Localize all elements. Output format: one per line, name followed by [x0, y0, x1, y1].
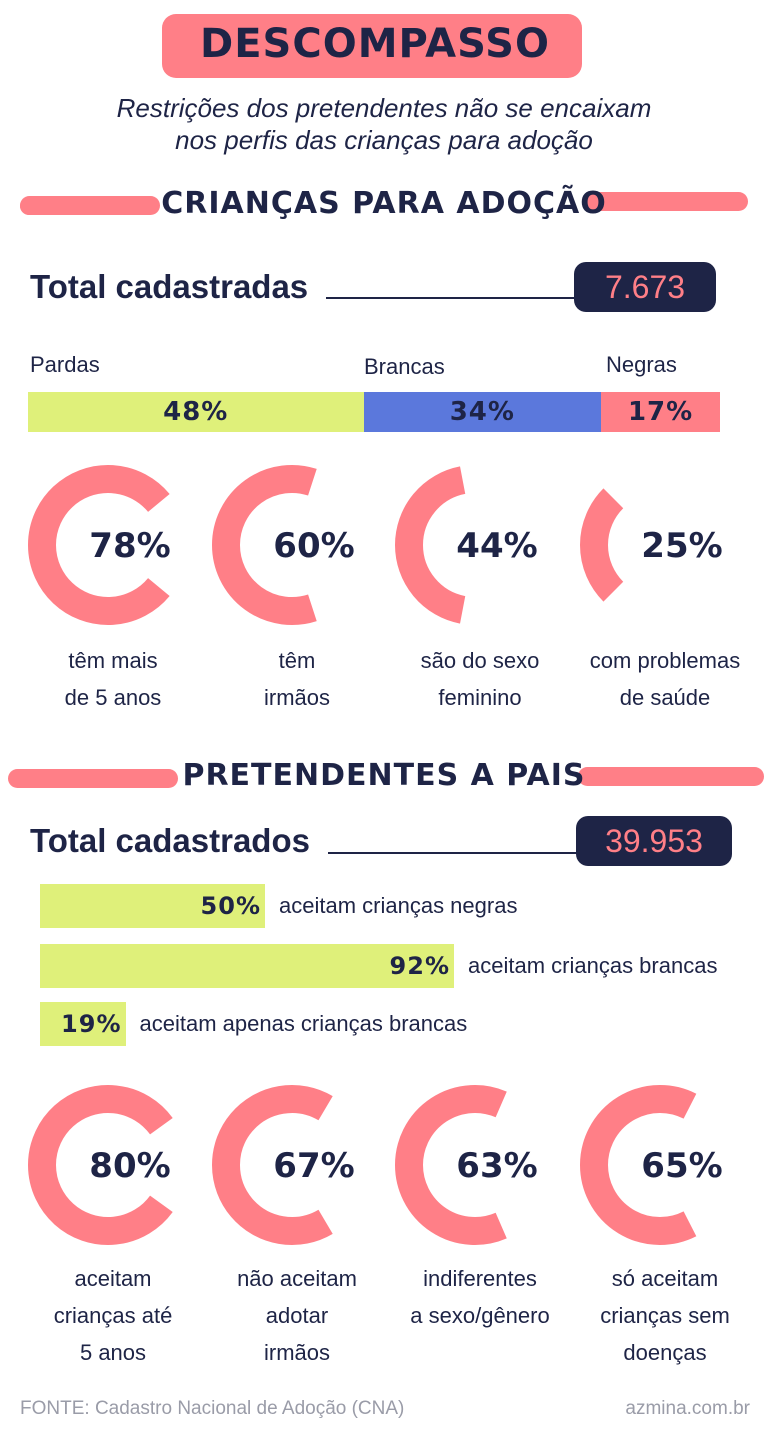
subtitle-line: Restrições dos pretendentes não se encai… — [116, 93, 652, 123]
title-brush — [162, 14, 582, 78]
caption-line: feminino — [438, 685, 522, 710]
bar: 50% — [40, 884, 265, 928]
caption-line: 5 anos — [79, 1340, 147, 1365]
donut-caption: têm irmãos — [202, 642, 392, 716]
caption-line: são do sexo — [420, 648, 540, 673]
caption-line: irmãos — [263, 685, 330, 710]
caption-line: de saúde — [619, 685, 711, 710]
donut-arc — [212, 1085, 333, 1245]
caption-line: doenças — [623, 1340, 707, 1365]
bar-segment-brancas: 34% — [363, 392, 602, 432]
donut-arc — [28, 465, 170, 625]
donut-value: 65% — [641, 1146, 722, 1186]
donut-value: 80% — [89, 1146, 170, 1186]
donut-value: 60% — [273, 526, 354, 566]
caption-line: aceitam — [74, 1266, 152, 1291]
heading-brush-left — [8, 769, 178, 788]
donut-caption: têm mais de 5 anos — [18, 642, 208, 716]
donut-value: 63% — [456, 1146, 537, 1186]
donut-arc — [580, 1085, 697, 1245]
site-credit: azmina.com.br — [625, 1398, 750, 1419]
category-label: Brancas — [364, 354, 445, 379]
title: DESCOMPASSO — [200, 21, 550, 67]
bar-segment-negras: 17% — [601, 392, 720, 432]
donut-caption: aceitam crianças até 5 anos — [18, 1260, 208, 1371]
parents-total-value: 39.953 — [576, 816, 732, 866]
caption-line: a sexo/gênero — [410, 1303, 550, 1328]
children-heading: CRIANÇAS PARA ADOÇÃO — [161, 186, 607, 221]
bar: 92% — [40, 944, 454, 988]
source-note: FONTE: Cadastro Nacional de Adoção (CNA) — [20, 1398, 405, 1419]
donut-value: 67% — [273, 1146, 354, 1186]
donut-arc — [212, 465, 317, 625]
donut-arc — [395, 1085, 507, 1245]
children-total-value: 7.673 — [574, 262, 716, 312]
donut-arc — [28, 1085, 173, 1245]
heading-brush-right — [578, 767, 764, 786]
parents-donuts: 80% 67% 63% 65% — [28, 1085, 723, 1245]
category-label: Negras — [606, 352, 677, 377]
donut-value: 44% — [456, 526, 537, 566]
donut-arc — [395, 466, 466, 624]
caption-line: não aceitam — [237, 1266, 357, 1291]
parents-total-label: Total cadastrados — [30, 822, 310, 859]
heading-brush-right — [582, 192, 748, 211]
heading-brush-left — [20, 196, 160, 215]
caption-line: de 5 anos — [64, 685, 162, 710]
caption-line: crianças até — [53, 1303, 173, 1328]
caption-line: só aceitam — [611, 1266, 719, 1291]
caption-line: indiferentes — [423, 1266, 537, 1291]
subtitle: Restrições dos pretendentes não se encai… — [0, 92, 768, 156]
bar: 19% — [40, 1002, 126, 1046]
subtitle-line: nos perfis das crianças para adoção — [175, 125, 593, 155]
parents-heading: PRETENDENTES A PAIS — [182, 758, 586, 793]
caption-line: irmãos — [263, 1340, 330, 1365]
bar-label: aceitam crianças brancas — [468, 953, 718, 978]
children-donuts: 78% 60% 44% 25% — [28, 465, 723, 625]
caption-line: crianças sem — [600, 1303, 730, 1328]
donut-caption: com problemas de saúde — [570, 642, 760, 716]
donut-caption: não aceitam adotar irmãos — [202, 1260, 392, 1371]
donut-caption: só aceitam crianças sem doenças — [570, 1260, 760, 1371]
donut-arc — [580, 488, 624, 602]
category-label: Pardas — [30, 352, 100, 377]
divider — [328, 852, 578, 854]
bar-label: aceitam apenas crianças brancas — [139, 1011, 468, 1036]
bar-segment-pardas: 48% — [28, 392, 364, 432]
donut-caption: indiferentes a sexo/gênero — [385, 1260, 575, 1334]
donut-caption: são do sexo feminino — [385, 642, 575, 716]
children-total-label: Total cadastradas — [30, 268, 309, 305]
caption-line: adotar — [265, 1303, 329, 1328]
bar-label: aceitam crianças negras — [279, 893, 518, 918]
divider — [326, 297, 578, 299]
caption-line: com problemas — [589, 648, 741, 673]
donut-value: 78% — [89, 526, 170, 566]
donut-value: 25% — [641, 526, 722, 566]
caption-line: têm — [278, 648, 316, 673]
caption-line: têm mais — [68, 648, 158, 673]
